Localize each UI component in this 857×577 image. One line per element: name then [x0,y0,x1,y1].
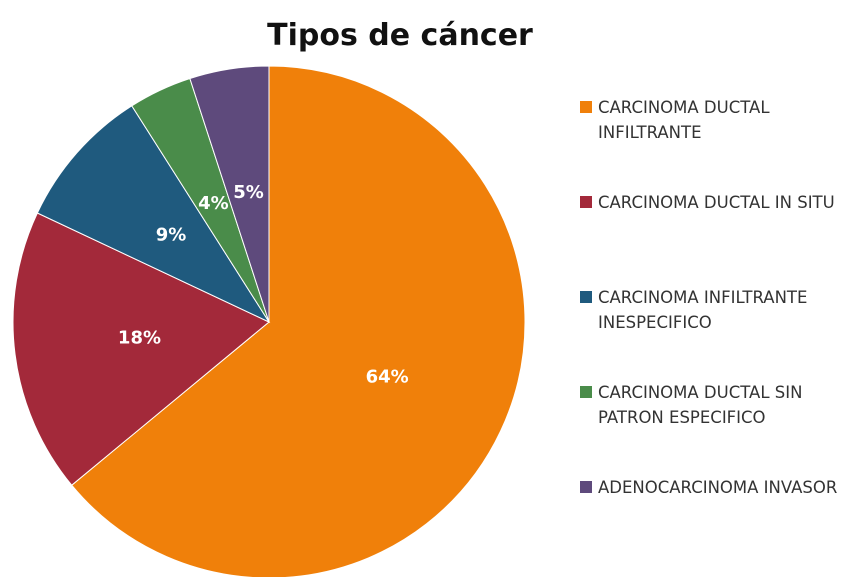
legend-swatch [580,196,592,208]
legend: CARCINOMA DUCTAL INFILTRANTE CARCINOMA DU… [580,95,850,570]
legend-swatch [580,101,592,113]
data-label: 5% [233,182,264,203]
legend-label: CARCINOMA DUCTAL INFILTRANTE [598,98,770,142]
data-label: 4% [198,193,229,214]
legend-swatch [580,481,592,493]
data-label: 9% [156,225,187,246]
legend-label: CARCINOMA DUCTAL IN SITU [598,193,835,212]
data-label: 64% [366,367,409,388]
legend-item: CARCINOMA DUCTAL INFILTRANTE [580,95,850,190]
legend-label: CARCINOMA INFILTRANTE INESPECIFICO [598,288,808,332]
pie-slice [71,65,526,577]
pie-slice [36,105,271,324]
legend-label: ADENOCARCINOMA INVASOR [598,478,838,497]
legend-item: ADENOCARCINOMA INVASOR [580,475,850,570]
legend-item: CARCINOMA DUCTAL SIN PATRON ESPECIFICO [580,380,850,475]
data-label: 18% [118,327,161,348]
pie-slice [189,65,270,323]
legend-item: CARCINOMA INFILTRANTE INESPECIFICO [580,285,850,380]
legend-swatch [580,291,592,303]
legend-swatch [580,386,592,398]
chart-title: Tipos de cáncer [267,18,533,53]
legend-label: CARCINOMA DUCTAL SIN PATRON ESPECIFICO [598,383,803,427]
legend-item: CARCINOMA DUCTAL IN SITU [580,190,850,285]
pie-slice [12,212,270,486]
